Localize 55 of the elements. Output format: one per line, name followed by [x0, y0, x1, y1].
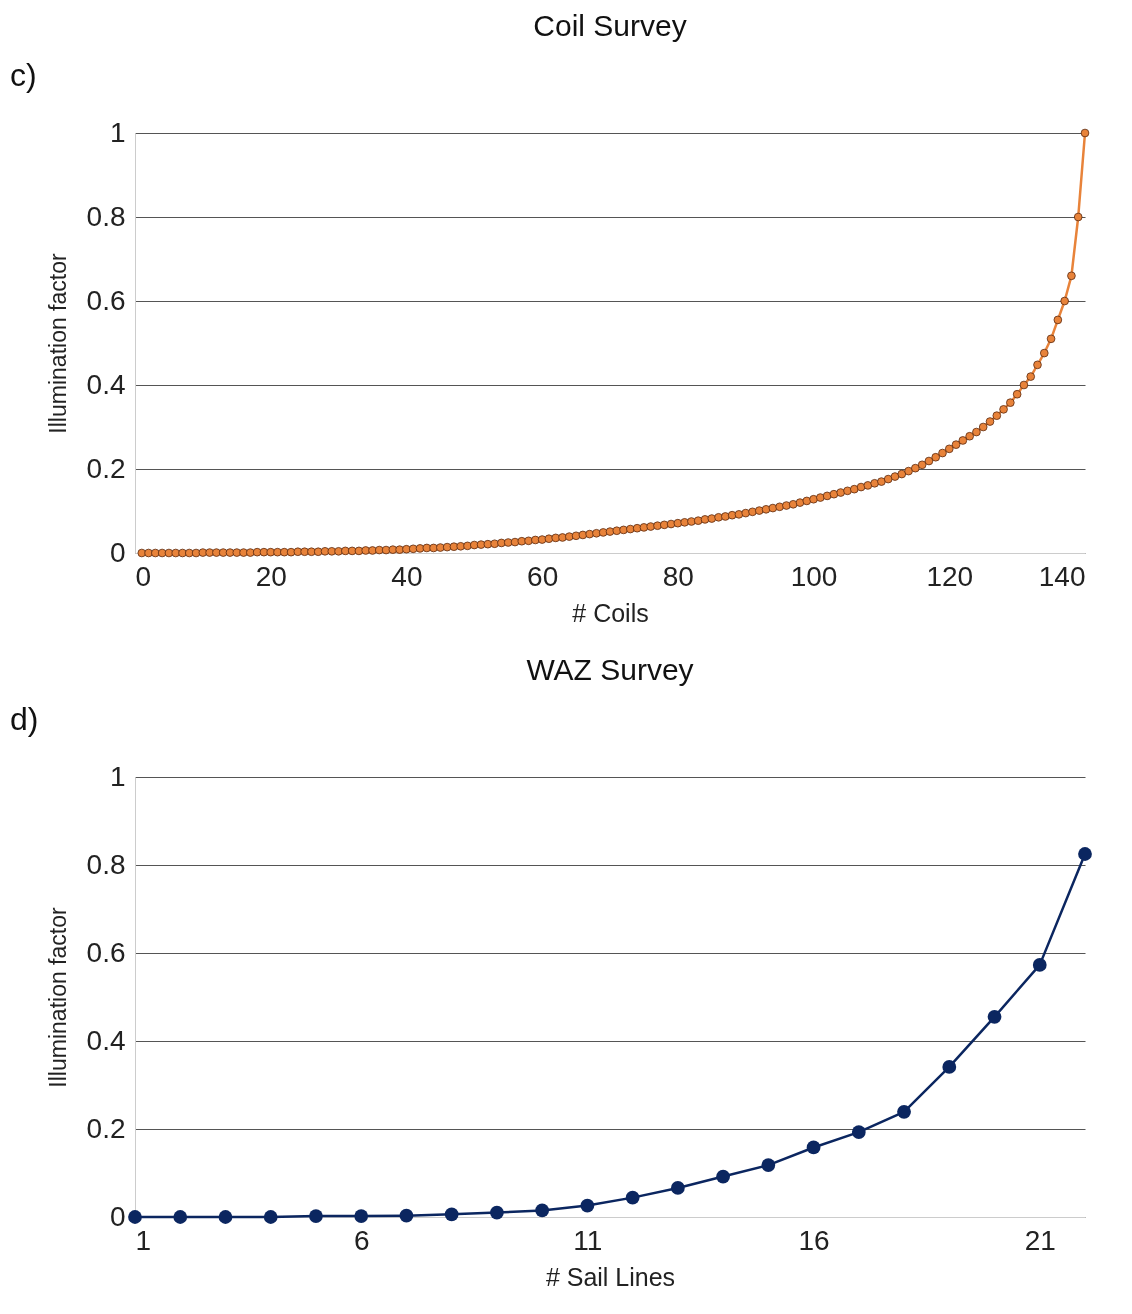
point — [851, 1125, 866, 1139]
point — [716, 1169, 730, 1184]
point — [625, 1190, 640, 1205]
text: c) — [10, 57, 37, 93]
point — [128, 1210, 142, 1224]
x-tick-label: 1 — [135, 1224, 152, 1256]
x-tick-label: 16 — [798, 1224, 830, 1256]
x-tick-label: 0 — [135, 560, 152, 592]
y-tick-label: 0.4 — [86, 1024, 126, 1056]
x-tick-label: 20 — [255, 560, 287, 592]
y-tick-label: 0 — [109, 536, 126, 568]
point — [1032, 958, 1047, 972]
y-tick-label: 0.8 — [86, 200, 126, 232]
point — [987, 1009, 1002, 1024]
point — [761, 1158, 776, 1172]
point — [670, 1181, 685, 1195]
point — [1078, 847, 1092, 861]
point — [218, 1210, 233, 1224]
chart-title: WAZ Survey — [526, 653, 694, 686]
point — [173, 1210, 188, 1224]
x-tick-label: 21 — [1024, 1224, 1056, 1256]
x-tick-label: 140 — [1038, 560, 1086, 592]
x-tick-label: 40 — [391, 560, 423, 592]
x-tick-label: 100 — [790, 560, 838, 592]
y-tick-label: 0.8 — [86, 848, 126, 880]
text: d) — [10, 701, 39, 737]
x-axis-title: # Coils — [572, 598, 649, 627]
point — [309, 1209, 323, 1223]
y-tick-label: 0.2 — [86, 452, 126, 484]
point — [897, 1104, 911, 1119]
point — [535, 1203, 550, 1218]
point — [942, 1060, 957, 1074]
point — [490, 1205, 504, 1220]
y-tick-label: 0 — [109, 1200, 126, 1232]
point — [580, 1198, 595, 1213]
y-tick-label: 0.6 — [86, 936, 126, 968]
y-axis-title: Illumination factor — [44, 253, 71, 434]
y-tick-label: 0.6 — [86, 284, 126, 316]
x-tick-label: 60 — [527, 560, 559, 592]
point — [399, 1208, 414, 1223]
point — [806, 1140, 821, 1155]
point — [263, 1210, 278, 1224]
y-tick-label: 0.4 — [86, 368, 126, 400]
chart-title: Coil Survey — [533, 9, 687, 42]
x-tick-label: 11 — [573, 1224, 603, 1256]
point — [354, 1209, 369, 1223]
x-tick-label: 80 — [662, 560, 694, 592]
y-tick-label: 1 — [109, 116, 126, 148]
y-tick-label: 0.2 — [86, 1112, 126, 1144]
x-axis-title: # Sail Lines — [545, 1262, 676, 1291]
x-tick-label: 6 — [353, 1224, 370, 1256]
y-tick-label: 1 — [109, 760, 126, 792]
y-axis-title: Illumination factor — [44, 907, 71, 1088]
x-tick-label: 120 — [926, 560, 974, 592]
point — [444, 1207, 459, 1222]
